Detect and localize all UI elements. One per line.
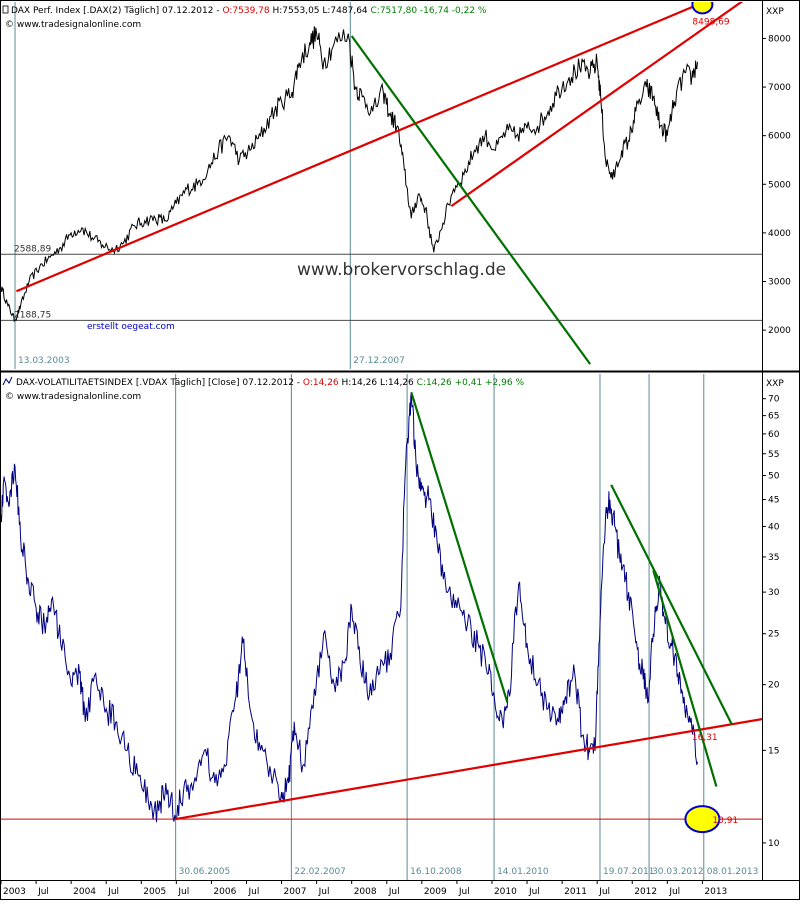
y-tick-label: 3000 [768, 278, 791, 288]
trendline [16, 2, 708, 293]
annotation-value: 16,31 [692, 733, 718, 743]
time-tick-label: Jul [388, 887, 400, 897]
time-tick-label: Jul [318, 887, 330, 897]
date-marker-label: 27.12.2007 [353, 356, 405, 366]
y-axis-unit: XXP [766, 7, 784, 17]
highlight-ellipse [691, 2, 714, 15]
y-tick-label: 70 [768, 395, 780, 405]
time-tick-label: Jul [598, 887, 610, 897]
time-tick-label: 2006 [213, 887, 236, 897]
y-tick-label: 45 [768, 496, 779, 506]
time-tick-label: Jul [37, 887, 49, 897]
source-credit: © www.tradesignalonline.com [5, 392, 141, 402]
date-marker-label: 13.03.2003 [18, 356, 70, 366]
time-tick-label: Jul [458, 887, 470, 897]
level-label: 2588,89 [14, 244, 51, 254]
date-marker-label: 14.01.2010 [497, 867, 549, 877]
date-marker-label: 30.03.2012 [652, 867, 704, 877]
header-open: O:14,26 [303, 378, 339, 388]
dax-panel: 13.03.2003 27.12.2007 2588,89 2188,75 8498,6… [1, 2, 791, 369]
trendline [610, 484, 733, 725]
plot-area: 13.03.2003 27.12.2007 2588,89 2188,75 8498,6… [1, 2, 762, 369]
trendline [652, 570, 718, 787]
time-tick-label: Jul [528, 887, 540, 897]
plot-area: 30.06.2005 22.02.2007 16.10.2008 14.01.2010… [1, 374, 762, 880]
watermark-text: www.brokervorschlag.de [297, 260, 506, 280]
y-tick-label: 20 [768, 681, 780, 691]
level-label: 2188,75 [14, 310, 51, 320]
y-tick-label: 40 [768, 522, 780, 532]
y-tick-label: 25 [768, 630, 779, 640]
time-tick-label: 2008 [354, 887, 377, 897]
y-tick-label: 15 [768, 746, 779, 756]
annotation-value: 10,91 [712, 816, 738, 826]
y-tick-label: 30 [768, 588, 780, 598]
time-tick-label: 2003 [3, 887, 26, 897]
time-tick-label: Jul [247, 887, 259, 897]
source-credit: © www.tradesignalonline.com [5, 20, 141, 30]
y-tick-label: 65 [768, 412, 779, 422]
time-tick-label: Jul [668, 887, 680, 897]
header-instrument: DAX Perf. Index [.DAX(2) Täglich] 07.12.… [11, 6, 222, 16]
header-close-change: C:14,26 +0,41 +2,96 % [417, 378, 525, 388]
date-marker-label: 19.07.2011 [603, 867, 655, 877]
time-tick-label: Jul [107, 887, 119, 897]
time-tick-label: 2010 [494, 887, 517, 897]
y-tick-label: 8000 [768, 34, 791, 44]
y-tick-label: 5000 [768, 180, 791, 190]
y-axis-unit: XXP [766, 379, 784, 389]
time-tick-label: 2013 [704, 887, 727, 897]
trendline [410, 391, 509, 703]
header-close-change: C:7517,80 -16,74 -0,22 % [371, 6, 487, 16]
header-high-low: H:7553,05 L:7487,64 [270, 6, 371, 16]
date-marker-label: 08.01.2013 [707, 867, 759, 877]
y-tick-label: 55 [768, 450, 779, 460]
y-tick-label: 4000 [768, 229, 791, 239]
time-tick-label: 2007 [284, 887, 307, 897]
chart-header: DAX Perf. Index [.DAX(2) Täglich] 07.12.… [11, 6, 487, 16]
time-tick-label: 2012 [634, 887, 657, 897]
author-credit: erstellt oegeat.com [87, 322, 175, 332]
time-tick-label: 2009 [424, 887, 447, 897]
line-chart-icon [2, 376, 13, 386]
time-axis: 2003 Jul 2004 Jul 2005 Jul 2006 Jul 2007 Jul 2008 J… [0, 880, 727, 897]
annotation-value: 8498,69 [692, 17, 729, 27]
header-instrument: DAX-VOLATILITAETSINDEX [.VDAX Täglich] [… [16, 378, 303, 388]
y-tick-label: 2000 [768, 326, 791, 336]
header-open: O:7539,78 [222, 6, 269, 16]
bar-chart-icon [2, 5, 9, 14]
time-tick-label: 2004 [73, 887, 96, 897]
y-tick-label: 60 [768, 430, 780, 440]
series-line-dax [1, 26, 698, 323]
trendline [175, 718, 762, 821]
header-high-low: H:14,26 L:14,26 [339, 378, 417, 388]
y-tick-label: 35 [768, 553, 779, 563]
y-tick-label: 7000 [768, 83, 791, 93]
y-tick-label: 50 [768, 472, 780, 482]
date-marker-label: 30.06.2005 [179, 867, 231, 877]
vdax-panel: 30.06.2005 22.02.2007 16.10.2008 14.01.2010… [1, 374, 784, 880]
trendline [350, 35, 592, 365]
trendline [450, 2, 744, 208]
chart-header: DAX-VOLATILITAETSINDEX [.VDAX Täglich] [… [16, 378, 524, 388]
y-tick-label: 6000 [768, 132, 791, 142]
time-tick-label: 2011 [564, 887, 587, 897]
date-marker-label: 16.10.2008 [410, 867, 462, 877]
series-line-vdax [1, 392, 698, 823]
time-tick-label: 2005 [143, 887, 166, 897]
time-tick-label: Jul [177, 887, 189, 897]
highlight-ellipse [684, 805, 721, 834]
date-marker-label: 22.02.2007 [294, 867, 346, 877]
y-tick-label: 10 [768, 839, 780, 849]
